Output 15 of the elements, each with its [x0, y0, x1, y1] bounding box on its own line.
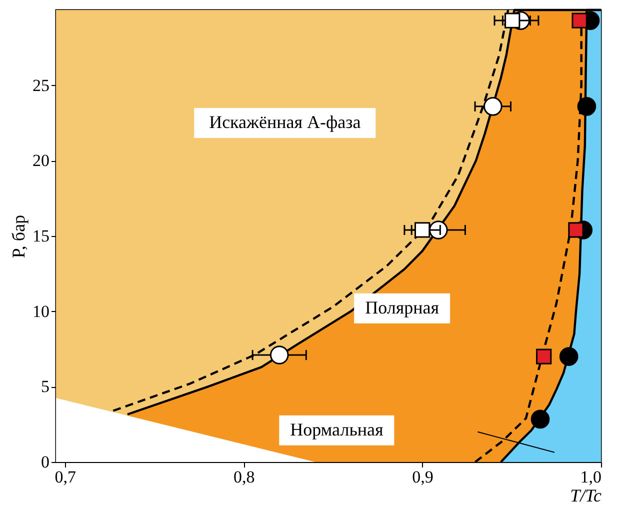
y-tick-label: 5 [41, 377, 50, 396]
annotation: Полярная [365, 297, 440, 318]
y-tick-label: 10 [32, 302, 50, 321]
annotation: Искажённая А-фаза [209, 112, 361, 132]
y-axis-title: P, бар [8, 214, 28, 258]
x-tick-label: 0,9 [412, 468, 434, 486]
x-tick-label: 0,8 [234, 468, 255, 486]
y-tick-label: 15 [32, 226, 50, 246]
annotation: Нормальная [290, 419, 384, 440]
x-tick-label: 0,7 [54, 468, 77, 486]
y-tick-label: 0 [41, 452, 50, 472]
x-tick-label: 1,0 [580, 468, 602, 486]
y-tick-label: 20 [32, 151, 50, 170]
x-axis-title: T/Tc [570, 486, 602, 506]
y-tick-label: 25 [32, 76, 50, 95]
